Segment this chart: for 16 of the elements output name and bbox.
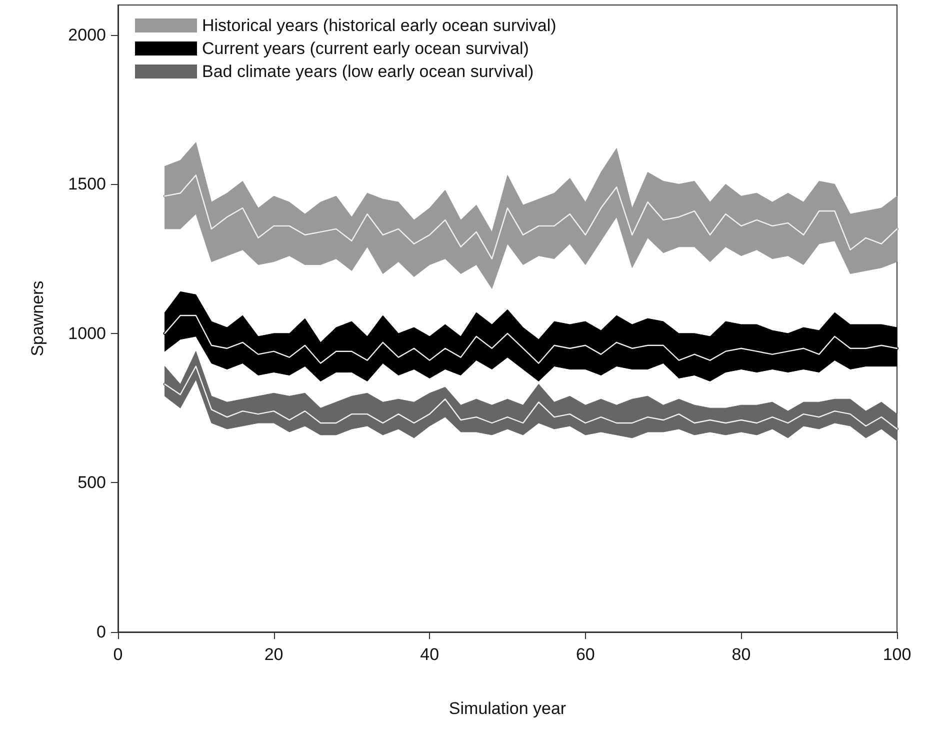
y-tick-label: 1500 — [68, 174, 106, 194]
x-tick-label: 100 — [882, 645, 912, 664]
x-tick-label: 60 — [576, 645, 595, 664]
y-axis-title: Spawners — [28, 280, 47, 356]
x-axis-title: Simulation year — [448, 699, 566, 718]
legend-label: Current years (current early ocean survival) — [202, 39, 529, 58]
y-tick-label: 500 — [78, 473, 106, 492]
legend-label: Bad climate years (low early ocean survival) — [202, 62, 534, 81]
x-tick-label: 0 — [113, 645, 123, 664]
x-tick-label: 40 — [420, 645, 440, 664]
y-tick-label: 1000 — [68, 324, 106, 343]
x-tick-label: 80 — [732, 645, 751, 664]
y-tick-label: 2000 — [68, 25, 106, 44]
legend-label: Historical years (historical early ocean survival) — [202, 16, 556, 35]
y-tick-label: 0 — [96, 622, 106, 642]
x-tick-label: 20 — [264, 645, 284, 664]
